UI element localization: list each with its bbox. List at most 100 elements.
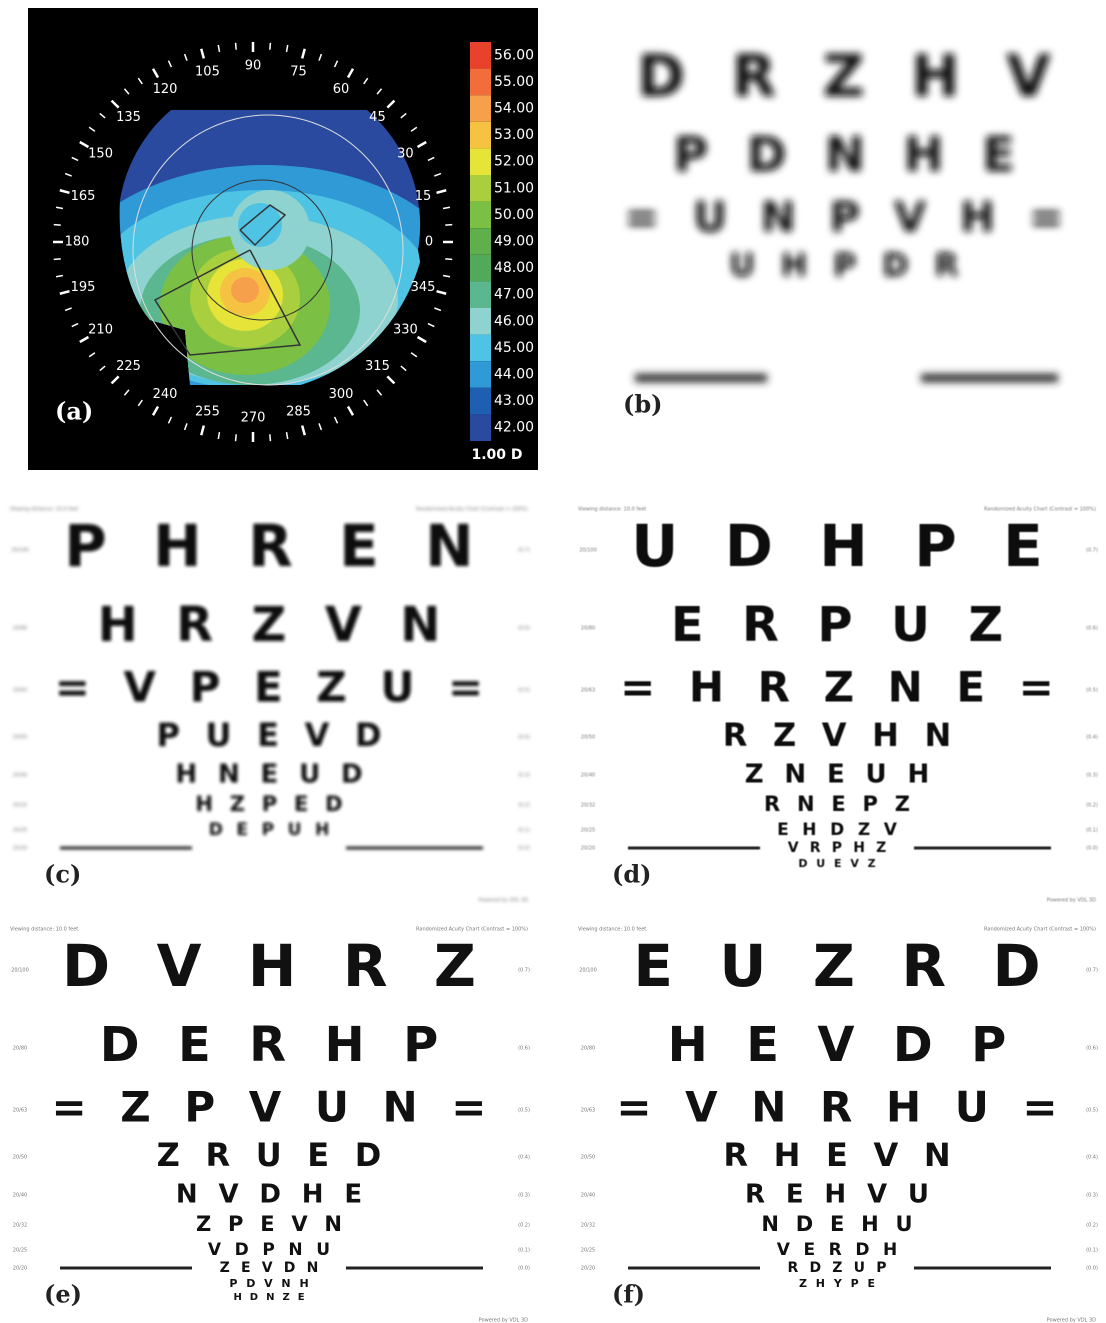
angle-label: 30 xyxy=(397,147,414,162)
row-label: 20/32 xyxy=(13,1223,27,1229)
letter-row: PHREN xyxy=(64,512,520,580)
row-label: 20/32 xyxy=(581,803,595,809)
row-label: 20/25 xyxy=(581,828,595,834)
logmar-label: (0.0) xyxy=(1086,846,1098,852)
letter-row: ERPUZ xyxy=(671,597,1042,653)
color-scale-swatch xyxy=(470,175,491,202)
eye-chart: Viewing distance: 10.0 feetRandomized Ac… xyxy=(10,927,530,1323)
letter-row: HDNZE xyxy=(233,1292,312,1303)
angle-label: 105 xyxy=(195,64,220,79)
logmar-label: (0.4) xyxy=(1086,1155,1098,1161)
color-scale-label: 43.00 xyxy=(494,393,534,409)
dial-tick xyxy=(236,434,237,441)
row-label: 20/50 xyxy=(13,735,27,741)
row-label: 20/63 xyxy=(581,688,595,694)
dial-tick xyxy=(236,43,237,50)
angle-label: 60 xyxy=(333,82,350,97)
angle-label: 75 xyxy=(290,64,307,79)
logmar-label: (0.3) xyxy=(1086,1193,1098,1199)
angle-label: 300 xyxy=(329,387,354,402)
logmar-label: (0.2) xyxy=(518,1223,530,1229)
logmar-label: (0.1) xyxy=(1086,828,1098,834)
row-label: 20/20 xyxy=(581,846,595,852)
row-label: 20/25 xyxy=(13,828,27,834)
row-label: 20/40 xyxy=(13,1193,27,1199)
color-scale-swatch xyxy=(470,122,491,149)
letter-row: RDZUP xyxy=(788,1260,898,1276)
eye-chart: Viewing distance: 10.0 feetRandomized Ac… xyxy=(578,507,1098,904)
color-scale-label: 56.00 xyxy=(494,47,534,63)
letter-row: DERHP xyxy=(100,1017,477,1073)
angle-label: 270 xyxy=(241,411,266,426)
panel-label: (a) xyxy=(55,397,93,426)
logmar-label: (0.3) xyxy=(518,1193,530,1199)
letter-row: DRZHV xyxy=(637,42,1097,110)
letter-row: =VNRHU= xyxy=(616,1083,1091,1132)
logmar-label: (0.6) xyxy=(1086,1046,1098,1052)
letter-row: PDVNH xyxy=(229,1277,317,1290)
letter-row: VDPNU xyxy=(208,1240,344,1260)
letter-row: ZRUED xyxy=(157,1136,407,1174)
color-scale-swatch xyxy=(470,148,491,175)
letter-row: NDEHU xyxy=(761,1212,929,1236)
color-scale-swatch xyxy=(470,281,491,308)
color-scale-swatch xyxy=(470,388,491,415)
row-label: 20/32 xyxy=(581,1223,595,1229)
letter-row: UDHPE xyxy=(631,512,1089,580)
color-scale-swatch xyxy=(470,335,491,362)
angle-label: 135 xyxy=(116,110,141,125)
row-label: 20/50 xyxy=(581,1155,595,1161)
dial-tick xyxy=(445,259,452,260)
logmar-label: (0.6) xyxy=(1086,626,1098,632)
row-label: 20/50 xyxy=(13,1155,27,1161)
row-label: 20/20 xyxy=(581,1266,595,1272)
panel-label: (c) xyxy=(44,860,81,889)
letter-row: DEPUH xyxy=(209,820,343,840)
letter-row: RHEVN xyxy=(723,1136,976,1174)
logmar-label: (0.2) xyxy=(1086,803,1098,809)
letter-row: =UNPVH= xyxy=(624,193,1097,242)
color-scale-swatch xyxy=(470,414,491,441)
page: 0153045607590105120135150165180195210225… xyxy=(0,0,1106,1323)
logmar-label: (0.4) xyxy=(518,735,530,741)
letter-row: ZNEUH xyxy=(745,760,950,790)
letter-row: HEVDP xyxy=(668,1017,1045,1073)
angle-label: 15 xyxy=(415,189,432,204)
row-label: 20/80 xyxy=(13,1046,27,1052)
chart-footer: Powered by VDL 3D xyxy=(479,898,528,904)
logmar-label: (0.1) xyxy=(518,828,530,834)
color-scale-swatch xyxy=(470,42,491,69)
zone xyxy=(231,277,259,303)
letter-row: =VPEZU= xyxy=(55,663,517,712)
angle-label: 225 xyxy=(116,359,141,374)
color-scale-swatch xyxy=(470,228,491,255)
angle-label: 0 xyxy=(425,235,433,250)
row-label: 20/100 xyxy=(579,548,597,554)
letter-row: EHDZV xyxy=(777,820,910,840)
row-label: 20/40 xyxy=(13,773,27,779)
letter-row: DUEVZ xyxy=(798,857,884,870)
logmar-label: (0.2) xyxy=(1086,1223,1098,1229)
dial-tick xyxy=(54,259,61,260)
letter-row: HRZVN xyxy=(98,597,479,653)
color-scale-swatch xyxy=(470,361,491,388)
row-label: 20/100 xyxy=(579,968,597,974)
angle-label: 195 xyxy=(71,280,96,295)
angle-label: 90 xyxy=(245,59,262,74)
color-scale-label: 51.00 xyxy=(494,180,534,196)
row-label: 20/63 xyxy=(581,1108,595,1114)
letter-row: NVDHE xyxy=(176,1180,383,1210)
color-scale-label: 55.00 xyxy=(494,74,534,90)
row-label: 20/50 xyxy=(581,735,595,741)
dial-tick xyxy=(270,434,271,441)
letter-row: REHVU xyxy=(745,1180,950,1210)
logmar-label: (0.4) xyxy=(518,1155,530,1161)
chart-footer: Powered by VDL 3D xyxy=(1047,898,1096,904)
logmar-label: (0.0) xyxy=(518,846,530,852)
row-label: 20/20 xyxy=(13,846,27,852)
color-scale-label: 49.00 xyxy=(494,234,534,250)
row-label: 20/80 xyxy=(581,626,595,632)
letter-row: PUEVD xyxy=(156,716,407,754)
logmar-label: (0.7) xyxy=(1086,968,1098,974)
